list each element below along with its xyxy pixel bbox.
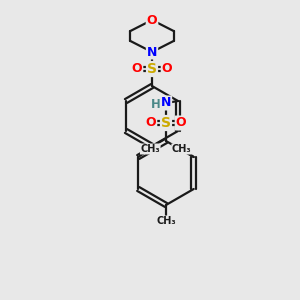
Text: O: O (162, 62, 172, 76)
Text: N: N (147, 46, 157, 59)
Text: CH₃: CH₃ (172, 144, 191, 154)
Text: O: O (132, 62, 142, 76)
Text: CH₃: CH₃ (140, 144, 160, 154)
Text: S: S (147, 62, 157, 76)
Text: H: H (151, 98, 161, 112)
Text: CH₃: CH₃ (156, 216, 176, 226)
Text: S: S (161, 116, 171, 130)
Text: N: N (161, 97, 171, 110)
Text: O: O (146, 116, 156, 130)
Text: O: O (176, 116, 186, 130)
Text: O: O (147, 14, 157, 26)
